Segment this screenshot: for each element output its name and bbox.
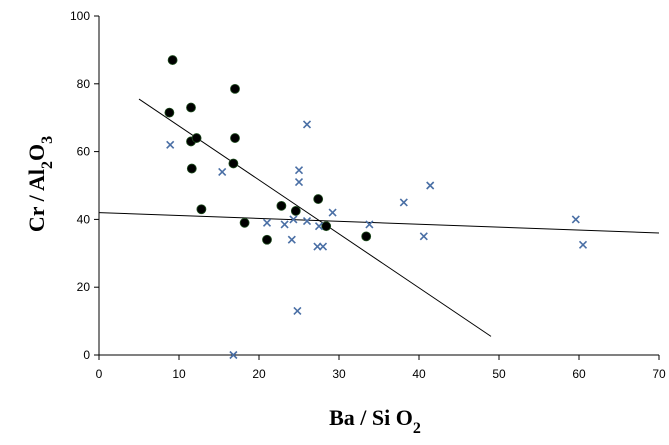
- trend-line: [98, 212, 660, 234]
- data-point-cross: [166, 140, 175, 149]
- cross-stroke: [229, 350, 238, 360]
- cross-stroke: [293, 306, 302, 315]
- data-point-cross: [294, 178, 304, 187]
- cross-stroke: [419, 232, 428, 241]
- data-point-cross: [229, 350, 238, 360]
- cross-stroke: [218, 167, 227, 177]
- x-tick-label: 0: [96, 367, 103, 381]
- data-point-cross: [294, 166, 304, 175]
- data-point-cross: [280, 220, 289, 229]
- cross-stroke: [426, 181, 435, 190]
- cross-stroke: [571, 215, 580, 224]
- cross-stroke: [314, 222, 324, 231]
- data-point-cross: [293, 306, 302, 315]
- x-axis-title: Ba / Si O2: [329, 405, 421, 437]
- data-point-circle: [239, 217, 250, 228]
- y-axis-title: Cr / Al2O3: [24, 136, 56, 232]
- x-tick-label: 40: [412, 367, 426, 381]
- data-point-circle: [321, 221, 332, 232]
- data-point-circle: [230, 83, 240, 94]
- data-point-circle: [164, 107, 175, 118]
- data-point-cross: [426, 181, 435, 190]
- x-tick-label: 60: [572, 367, 586, 381]
- data-point-cross: [302, 120, 312, 129]
- data-point-cross: [571, 215, 580, 224]
- data-point-circle: [186, 163, 197, 174]
- data-point-circle: [262, 234, 272, 245]
- data-point-cross: [289, 215, 298, 224]
- cross-stroke: [365, 220, 374, 229]
- cross-stroke: [328, 208, 337, 217]
- cross-stroke: [166, 140, 175, 149]
- cross-stroke: [280, 220, 289, 229]
- plot-area: [98, 16, 659, 356]
- y-tick-label: 40: [77, 212, 91, 226]
- cross-stroke: [289, 215, 298, 224]
- data-point-cross: [419, 232, 428, 241]
- data-point-cross: [314, 222, 324, 231]
- y-tick-label: 100: [70, 9, 90, 23]
- cross-stroke: [302, 217, 312, 226]
- cross-stroke: [578, 240, 588, 249]
- data-point-circle: [290, 206, 301, 216]
- data-point-cross: [287, 235, 296, 244]
- data-point-circle: [186, 102, 196, 113]
- data-point-circle: [276, 200, 287, 211]
- data-point-circle: [196, 204, 207, 215]
- y-tick-label: 80: [77, 77, 91, 91]
- data-point-circle: [230, 133, 240, 143]
- data-point-cross: [318, 242, 328, 251]
- cross-stroke: [302, 120, 312, 129]
- cross-stroke: [262, 218, 272, 227]
- data-point-circle: [361, 231, 372, 242]
- data-point-cross: [302, 217, 312, 226]
- data-point-circle: [313, 194, 324, 204]
- cross-stroke: [287, 235, 296, 244]
- data-markers: [164, 55, 588, 360]
- cross-stroke: [399, 198, 408, 207]
- data-point-circle: [167, 55, 178, 65]
- data-point-cross: [578, 240, 588, 249]
- data-point-cross: [399, 198, 408, 207]
- cross-stroke: [294, 178, 304, 187]
- data-point-cross: [262, 218, 272, 227]
- data-point-cross: [365, 220, 374, 229]
- cross-stroke: [294, 166, 304, 175]
- x-tick-label: 30: [332, 367, 346, 381]
- x-tick-label: 70: [652, 367, 666, 381]
- trend-line: [138, 98, 492, 337]
- axis-ticks: [94, 15, 660, 360]
- data-point-cross: [218, 167, 227, 177]
- x-tick-label: 10: [172, 367, 186, 381]
- data-point-circle: [228, 158, 239, 169]
- cross-stroke: [318, 242, 328, 251]
- x-tick-label: 50: [492, 367, 506, 381]
- x-tick-label: 20: [252, 367, 266, 381]
- tick-labels: 0 20 40 60 80 100 0 10 20 30 40 50 60 70: [70, 9, 666, 381]
- data-point-circle: [191, 133, 202, 143]
- y-tick-label: 0: [83, 348, 90, 362]
- y-tick-label: 60: [77, 145, 91, 159]
- y-tick-label: 20: [77, 280, 91, 294]
- data-point-cross: [328, 208, 337, 217]
